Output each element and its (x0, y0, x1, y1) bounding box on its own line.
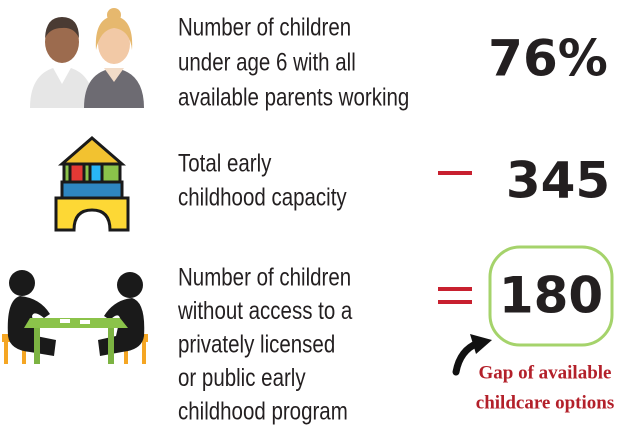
parents-icon (30, 8, 144, 108)
value: 76% (488, 30, 608, 88)
value: 345 (506, 152, 610, 210)
label-line: childhood capacity (178, 183, 347, 211)
label-line: under age 6 with all (178, 48, 356, 76)
equals-sign (438, 287, 472, 304)
label-line: Number of children (178, 13, 351, 41)
label-line: privately licensed (178, 330, 335, 358)
minus-sign (438, 171, 472, 175)
blocks-icon (56, 138, 128, 230)
label-line: available parents working (178, 83, 409, 111)
label-line: without access to a (177, 296, 352, 324)
children-icon (2, 270, 148, 364)
label-line: Total early (178, 149, 272, 177)
label-line: or public early (178, 363, 306, 391)
label-line: childhood program (178, 397, 348, 425)
infographic: Number of children under age 6 with all av… (0, 0, 632, 429)
annotation: Gap of available (478, 362, 611, 383)
annotation: childcare options (476, 392, 614, 413)
label-line: Number of children (178, 263, 351, 291)
value: 180 (499, 267, 603, 325)
